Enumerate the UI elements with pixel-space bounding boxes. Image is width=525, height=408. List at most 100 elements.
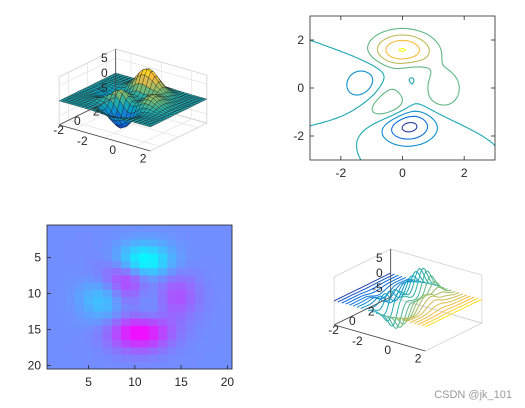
heatmap-cell bbox=[65, 268, 76, 276]
heatmap-cell bbox=[130, 253, 140, 262]
heatmap-cell bbox=[93, 354, 103, 363]
waterfall-line bbox=[333, 272, 391, 302]
heatmap-cell bbox=[204, 318, 214, 327]
heatmap-cell bbox=[213, 275, 224, 283]
heatmap-cell bbox=[65, 354, 76, 363]
heatmap-cell bbox=[74, 304, 85, 312]
waterfall-line bbox=[337, 273, 395, 303]
heatmap-cell bbox=[167, 289, 177, 298]
heatmap-cell bbox=[56, 325, 66, 334]
heatmap-cell bbox=[204, 253, 214, 262]
heatmap-cell bbox=[204, 340, 214, 348]
heatmap-cell bbox=[93, 311, 103, 319]
y-tick-label: 20 bbox=[28, 358, 42, 372]
heatmap-cell bbox=[204, 282, 214, 291]
heatmap-cell bbox=[84, 225, 94, 233]
y-tick-label: 2 bbox=[93, 105, 100, 119]
heatmap-cell bbox=[222, 239, 233, 247]
heatmap-cell bbox=[167, 304, 177, 312]
heatmap-cell bbox=[139, 225, 150, 233]
contour-plot: -2 0 2 2 0 -2 bbox=[293, 15, 496, 180]
heatmap-cell bbox=[185, 239, 196, 247]
heatmap-cell bbox=[167, 333, 177, 341]
heatmap-cell bbox=[213, 253, 224, 262]
heatmap-cell bbox=[185, 253, 196, 262]
heatmap-cell bbox=[93, 318, 103, 327]
heatmap-cell bbox=[121, 325, 131, 334]
x-tick-label: 5 bbox=[85, 375, 92, 389]
heatmap-cell bbox=[148, 289, 159, 298]
heatmap-cell bbox=[93, 333, 103, 341]
heatmap-cell bbox=[56, 311, 66, 319]
heatmap-cell bbox=[167, 275, 177, 283]
heatmap-cell bbox=[176, 268, 187, 276]
heatmap-cell bbox=[185, 275, 196, 283]
heatmap-cell bbox=[148, 275, 159, 283]
heatmap-cell bbox=[84, 297, 94, 305]
heatmap-cell bbox=[213, 246, 224, 255]
heatmap-cell bbox=[148, 253, 159, 262]
waterfall-lines bbox=[333, 267, 483, 329]
heatmap-cell bbox=[204, 333, 214, 341]
heatmap-cell bbox=[102, 311, 113, 319]
heatmap-cell bbox=[47, 225, 57, 233]
heatmap-cell bbox=[121, 275, 131, 283]
heatmap-cell bbox=[185, 268, 196, 276]
heatmap-cell bbox=[213, 325, 224, 334]
heatmap-cell bbox=[176, 239, 187, 247]
waterfall-line bbox=[417, 296, 475, 326]
heatmap-cell bbox=[121, 361, 131, 370]
heatmap-cell bbox=[158, 340, 168, 348]
heatmap-cell bbox=[102, 304, 113, 312]
heatmap-cell bbox=[84, 246, 94, 255]
waterfall-line bbox=[425, 298, 483, 328]
heatmap-cell bbox=[204, 289, 214, 298]
heatmap-cell bbox=[204, 239, 214, 247]
heatmap-cell bbox=[222, 232, 233, 240]
heatmap-cell bbox=[56, 340, 66, 348]
heatmap-cell bbox=[74, 333, 85, 341]
heatmap-cell bbox=[111, 289, 122, 298]
waterfall-line bbox=[379, 267, 437, 327]
x-tick-label: 0 bbox=[109, 143, 116, 157]
heatmap-cell bbox=[56, 261, 66, 269]
heatmap-cell bbox=[195, 268, 205, 276]
y-tick-label: -2 bbox=[53, 123, 64, 137]
waterfall-line bbox=[406, 293, 464, 323]
z-tick-label: -5 bbox=[97, 81, 108, 95]
heatmap-cell bbox=[204, 347, 214, 355]
heatmap-cell bbox=[176, 246, 187, 255]
heatmap-cell bbox=[176, 225, 187, 233]
waterfall-line bbox=[352, 277, 410, 307]
y-tick-label: 2 bbox=[297, 33, 304, 47]
heatmap-cell bbox=[130, 289, 140, 298]
heatmap-cell bbox=[213, 289, 224, 298]
heatmap-cell bbox=[167, 261, 177, 269]
heatmap-cell bbox=[93, 253, 103, 262]
heatmap-cell bbox=[158, 289, 168, 298]
heatmap-cell bbox=[167, 311, 177, 319]
heatmap-cell bbox=[56, 361, 66, 370]
heatmap-cell bbox=[176, 347, 187, 355]
heatmap-cell bbox=[84, 275, 94, 283]
x-tick-label: 2 bbox=[140, 152, 147, 166]
heatmap-cell bbox=[167, 225, 177, 233]
x-tick-label: 0 bbox=[384, 343, 391, 357]
heatmap-cell bbox=[158, 275, 168, 283]
heatmap-cell bbox=[222, 261, 233, 269]
heatmap-cell bbox=[195, 282, 205, 291]
heatmap-cell bbox=[74, 275, 85, 283]
heatmap-cell bbox=[176, 282, 187, 291]
heatmap-cell bbox=[185, 289, 196, 298]
waterfall-plot: 50-520-2-202 bbox=[328, 248, 483, 366]
y-tick-label: -2 bbox=[293, 129, 304, 143]
heatmap-cell bbox=[185, 361, 196, 370]
heatmap-cell bbox=[84, 253, 94, 262]
heatmap-cell bbox=[65, 361, 76, 370]
heatmap-cell bbox=[222, 340, 233, 348]
heatmap-cell bbox=[185, 232, 196, 240]
heatmap-cell bbox=[204, 297, 214, 305]
heatmap-cell bbox=[56, 347, 66, 355]
heatmap-cell bbox=[213, 304, 224, 312]
heatmap-cell bbox=[222, 333, 233, 341]
